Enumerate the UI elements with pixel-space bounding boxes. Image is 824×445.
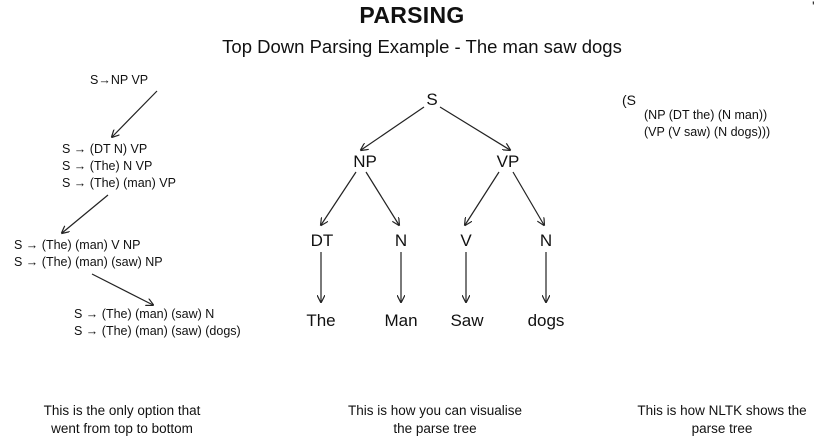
- derivation-step-1: S→NP VP: [90, 73, 149, 87]
- caption-right-line-2: parse tree: [691, 421, 753, 436]
- tree-edge-np-n: [365, 171, 399, 225]
- page-title: PARSING: [359, 2, 465, 28]
- caption-right: This is how NLTK shows the parse tree: [620, 402, 824, 438]
- caption-left-line-1: This is the only option that: [43, 403, 201, 418]
- nltk-line-2: (NP (DT the) (N man)): [644, 108, 768, 122]
- tree-node-np: NP: [353, 152, 377, 171]
- tree-node-v: V: [460, 231, 472, 250]
- derivation-arrow-2: [62, 194, 109, 233]
- caption-middle-line-1: This is how you can visualise: [347, 403, 523, 418]
- tree-node-n2: N: [540, 231, 552, 250]
- tree-leaf-man: Man: [384, 311, 417, 330]
- caption-left: This is the only option that went from t…: [10, 402, 234, 438]
- nltk-line-1: (S: [622, 92, 636, 108]
- derivation-arrow-1: [112, 90, 158, 137]
- tree-node-n1: N: [395, 231, 407, 250]
- caption-middle: This is how you can visualise the parse …: [322, 402, 548, 438]
- tree-edge-vp-v: [465, 171, 500, 225]
- tree-leaf-the: The: [306, 311, 335, 330]
- derivation-step-3b: S → (The) (man) (saw) NP: [14, 255, 163, 269]
- derivation-step-2c: S → (The) (man) VP: [62, 176, 176, 190]
- caption-middle-line-2: the parse tree: [393, 421, 477, 436]
- derivation-step-4b: S → (The) (man) (saw) (dogs): [74, 324, 241, 338]
- tree-edge-s-np: [361, 106, 425, 150]
- caption-left-line-2: went from top to bottom: [51, 421, 193, 436]
- page-subtitle: Top Down Parsing Example - The man saw d…: [222, 36, 622, 57]
- tree-node-s: S: [426, 90, 437, 109]
- tree-edge-vp-n: [512, 171, 544, 225]
- tree-node-vp: VP: [497, 152, 520, 171]
- corner-mark: ': [812, 0, 815, 14]
- derivation-step-3a: S → (The) (man) V NP: [14, 238, 141, 252]
- nltk-line-3: (VP (V saw) (N dogs))): [644, 125, 771, 139]
- derivation-step-4a: S → (The) (man) (saw) N: [74, 307, 215, 321]
- tree-leaf-dogs: dogs: [528, 311, 565, 330]
- derivation-step-2a: S → (DT N) VP: [62, 142, 148, 156]
- derivation-step-2b: S → (The) N VP: [62, 159, 153, 173]
- tree-leaf-saw: Saw: [450, 311, 484, 330]
- tree-edge-s-vp: [439, 106, 510, 150]
- derivation-arrow-3: [91, 273, 153, 305]
- tree-node-dt: DT: [311, 231, 334, 250]
- tree-edge-np-dt: [321, 171, 357, 225]
- caption-right-line-1: This is how NLTK shows the: [637, 403, 807, 418]
